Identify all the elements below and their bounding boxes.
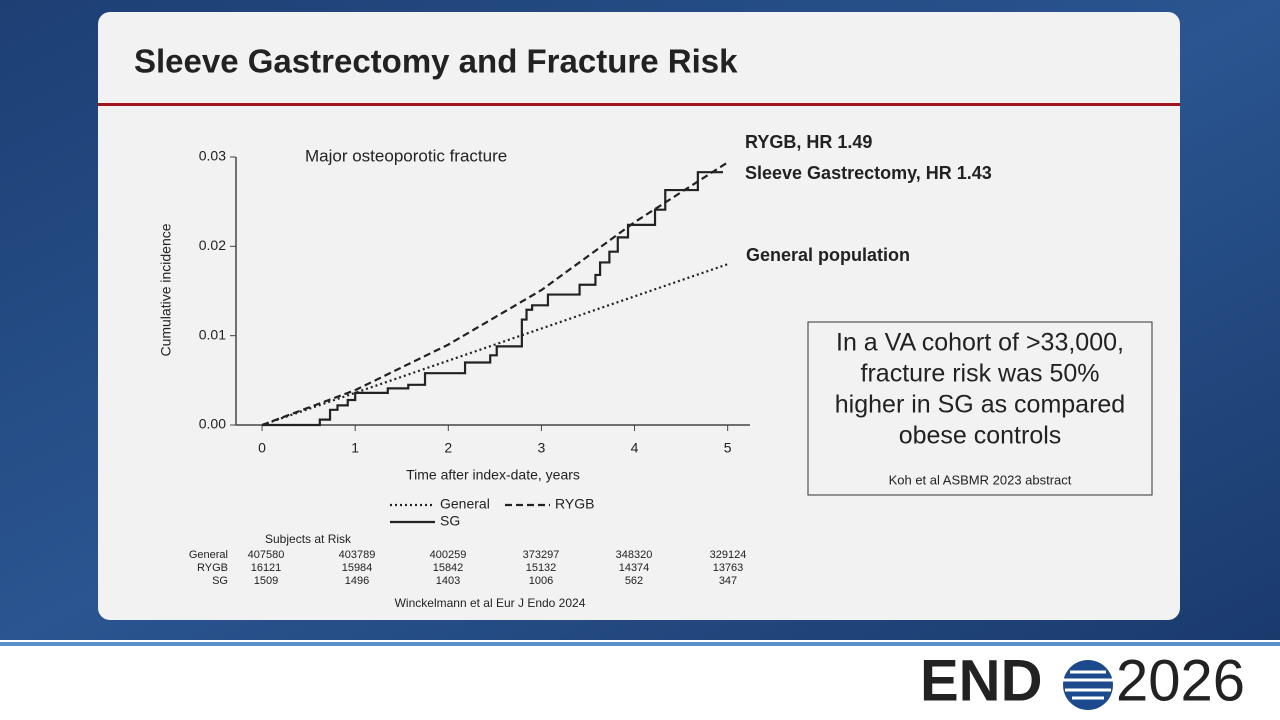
- risk-value: 1509: [254, 575, 278, 587]
- logo-left: END: [920, 648, 1042, 713]
- risk-value: 14374: [619, 562, 650, 574]
- risk-value: 407580: [248, 549, 285, 561]
- logo-right: 2026: [1116, 648, 1245, 713]
- risk-row-label: RYGB: [197, 562, 228, 574]
- risk-value: 15984: [342, 562, 373, 574]
- legend-label: SG: [440, 513, 460, 529]
- x-tick-label: 1: [351, 440, 359, 456]
- y-tick-label: 0.00: [199, 416, 226, 432]
- risk-value: 347: [719, 575, 737, 587]
- risk-value: 403789: [339, 549, 376, 561]
- risk-value: 348320: [616, 549, 653, 561]
- callout-line: fracture risk was 50%: [861, 360, 1100, 388]
- x-tick-label: 0: [258, 440, 266, 456]
- risk-value: 1496: [345, 575, 369, 587]
- annotation: General population: [746, 245, 910, 265]
- chart: Major osteoporotic fracture Time after i…: [158, 132, 992, 610]
- series-line: [261, 263, 729, 427]
- risk-value: 373297: [523, 549, 560, 561]
- legend-label: RYGB: [555, 496, 594, 512]
- slide-title: Sleeve Gastrectomy and Fracture Risk: [134, 43, 738, 80]
- risk-value: 400259: [430, 549, 467, 561]
- y-axis-label: Cumulative incidence: [158, 223, 174, 356]
- x-axis-label: Time after index-date, years: [406, 467, 580, 483]
- risk-value: 16121: [251, 562, 282, 574]
- annotation: RYGB, HR 1.49: [745, 132, 872, 152]
- risk-value: 13763: [713, 562, 744, 574]
- risk-value: 1006: [529, 575, 553, 587]
- source: Winckelmann et al Eur J Endo 2024: [395, 596, 586, 610]
- risk-value: 15842: [433, 562, 464, 574]
- y-tick-label: 0.01: [199, 326, 226, 342]
- risk-row-label: General: [189, 549, 228, 561]
- risk-value: 1403: [436, 575, 460, 587]
- callout-line: higher in SG as compared: [835, 391, 1125, 419]
- callout-source: Koh et al ASBMR 2023 abstract: [889, 472, 1072, 487]
- y-tick-label: 0.03: [199, 148, 226, 164]
- slide-panel: [98, 12, 1180, 620]
- callout: In a VA cohort of >33,000, fracture risk …: [835, 329, 1125, 450]
- callout-box: [807, 321, 1153, 496]
- x-tick-label: 2: [444, 440, 452, 456]
- annotation: Sleeve Gastrectomy, HR 1.43: [745, 163, 992, 183]
- x-tick-label: 5: [724, 440, 732, 456]
- series-line: [261, 161, 729, 427]
- title-rule: [98, 103, 1180, 106]
- logo-globe: [1063, 660, 1113, 710]
- footer-line: [0, 642, 1280, 646]
- callout-line: In a VA cohort of >33,000,: [836, 329, 1124, 357]
- x-tick-label: 3: [538, 440, 546, 456]
- chart-title: Major osteoporotic fracture: [305, 146, 507, 165]
- callout-line: obese controls: [899, 422, 1062, 450]
- series-line: [262, 171, 723, 427]
- risk-value: 15132: [526, 562, 557, 574]
- x-tick-label: 4: [631, 440, 639, 456]
- legend-label: General: [440, 496, 490, 512]
- risk-value: 562: [625, 575, 643, 587]
- risk-row-label: SG: [212, 575, 228, 587]
- risk-title: Subjects at Risk: [265, 532, 352, 546]
- y-tick-label: 0.02: [199, 237, 226, 253]
- risk-value: 329124: [710, 549, 747, 561]
